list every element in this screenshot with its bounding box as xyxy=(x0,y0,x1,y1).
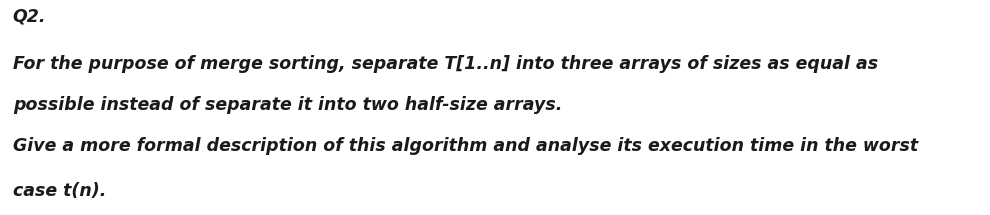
Text: For the purpose of merge sorting, separate T[1..n] into three arrays of sizes as: For the purpose of merge sorting, separa… xyxy=(13,55,878,73)
Text: possible instead of separate it into two half-size arrays.: possible instead of separate it into two… xyxy=(13,96,562,114)
Text: case t(n).: case t(n). xyxy=(13,182,106,200)
Text: Q2.: Q2. xyxy=(13,8,47,26)
Text: Give a more formal description of this algorithm and analyse its execution time : Give a more formal description of this a… xyxy=(13,137,918,155)
